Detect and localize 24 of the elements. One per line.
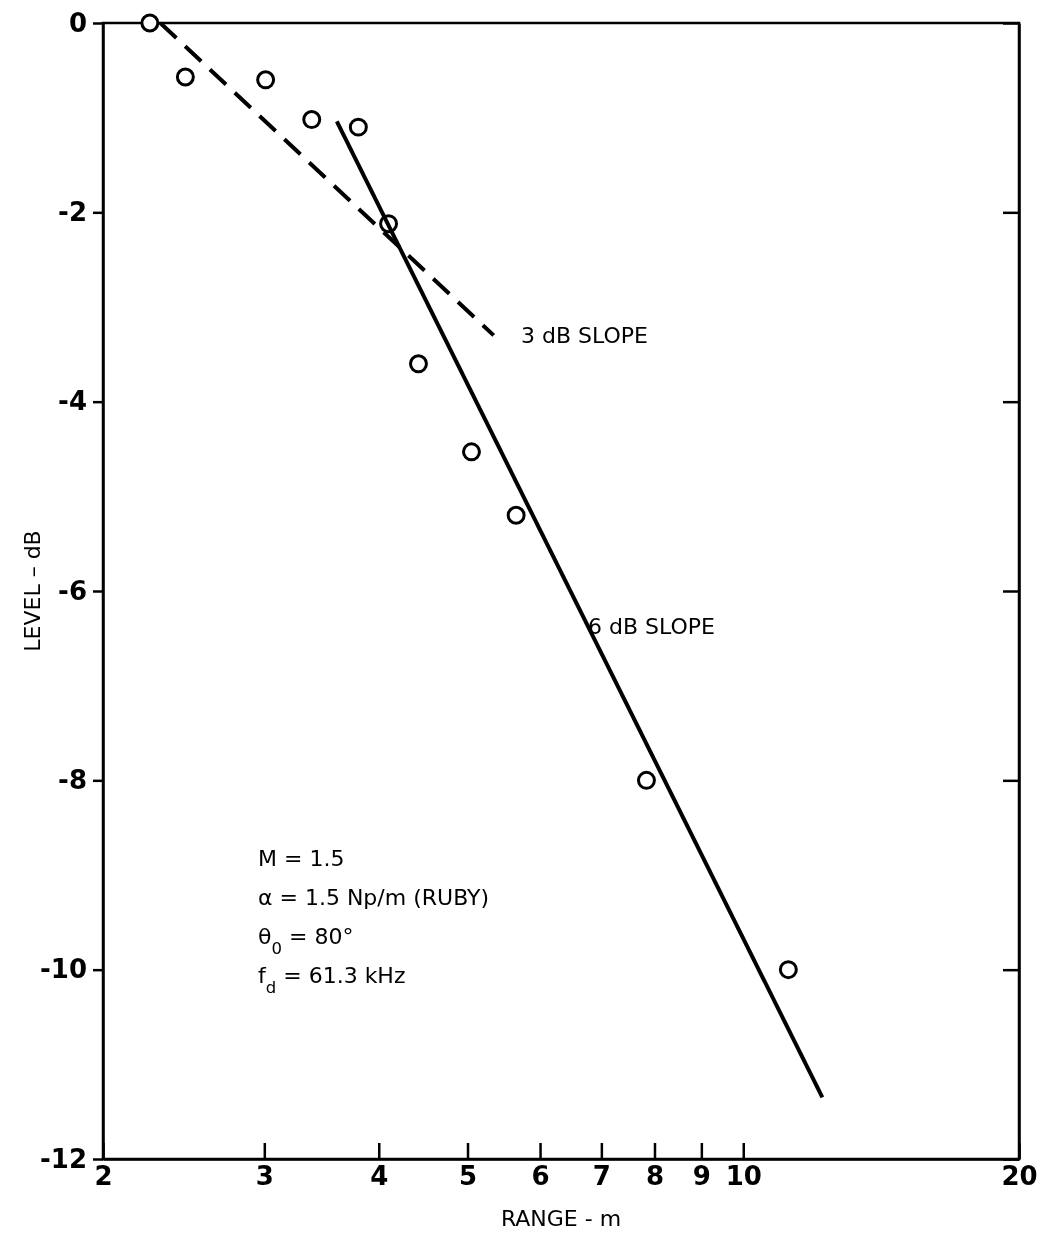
x-tick-label: 10 — [725, 1161, 762, 1192]
x-tick-label: 9 — [692, 1161, 711, 1192]
annotation: θ$_{0}$ = 80° — [258, 924, 354, 958]
y-tick-label: -4 — [58, 386, 87, 417]
x-tick-label: 3 — [255, 1161, 274, 1192]
y-tick-label: -2 — [58, 197, 87, 228]
x-tick-label: 4 — [370, 1161, 389, 1192]
x-tick-label: 5 — [458, 1161, 478, 1192]
x-axis-title: RANGE - m — [500, 1206, 622, 1231]
x-tick-label: 7 — [592, 1161, 611, 1192]
x-tick-label: 8 — [645, 1161, 665, 1192]
x-tick-label: 20 — [1001, 1161, 1038, 1192]
annotation: α = 1.5 Np/m (RUBY) — [258, 885, 490, 910]
y-tick-label: 0 — [68, 7, 87, 38]
y-tick-label: -12 — [40, 1143, 87, 1174]
y-tick-label: -8 — [58, 765, 87, 796]
y-tick-label: -10 — [40, 954, 87, 985]
y-tick-label: -6 — [58, 575, 87, 606]
y-axis-title: LEVEL – dB — [20, 530, 45, 652]
annotation: M = 1.5 — [258, 846, 345, 871]
x-tick-label: 6 — [531, 1161, 550, 1192]
x-tick-label: 2 — [94, 1161, 113, 1192]
annotation: 3 dB SLOPE — [521, 323, 648, 348]
annotation: f$_{d}$ = 61.3 kHz — [258, 963, 406, 997]
